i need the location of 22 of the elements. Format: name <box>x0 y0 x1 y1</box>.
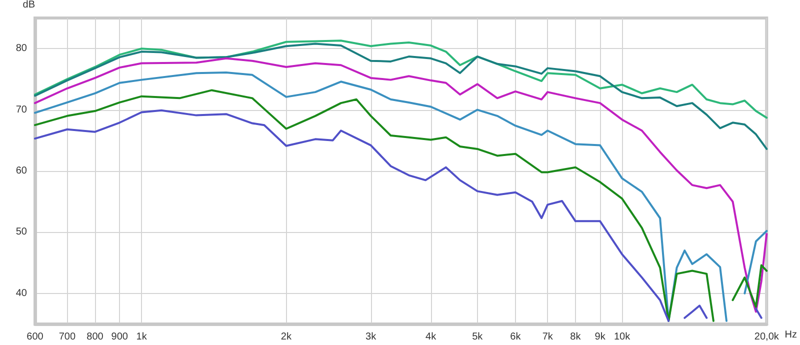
x-tick-label: 2k <box>280 332 292 342</box>
x-tick-label: 9k <box>594 332 606 342</box>
x-tick-label: 800 <box>86 332 104 342</box>
y-tick-label: 40 <box>16 288 28 299</box>
y-axis-title: dB <box>22 0 36 10</box>
x-tick-label: 900 <box>111 332 128 342</box>
x-tick-label: 8k <box>570 332 582 342</box>
x-tick-label: 3k <box>366 332 378 342</box>
x-tick-label: 600 <box>26 332 44 342</box>
y-tick-label: 70 <box>16 104 28 116</box>
x-tick-label: 1k <box>136 332 148 342</box>
y-tick-label: 60 <box>16 166 28 176</box>
x-axis-title: Hz <box>784 330 798 340</box>
x-tick-label: 700 <box>58 332 76 342</box>
x-tick-label: 6k <box>510 332 522 342</box>
y-tick-label: 80 <box>16 43 28 54</box>
x-tick-label: 7k <box>542 332 554 342</box>
x-tick-label: 5k <box>472 332 484 342</box>
y-tick-label: 50 <box>16 226 28 238</box>
x-tick-label: 4k <box>426 332 438 342</box>
x-tick-label: 20,0k <box>754 332 780 342</box>
x-tick-label: 10k <box>614 332 632 342</box>
